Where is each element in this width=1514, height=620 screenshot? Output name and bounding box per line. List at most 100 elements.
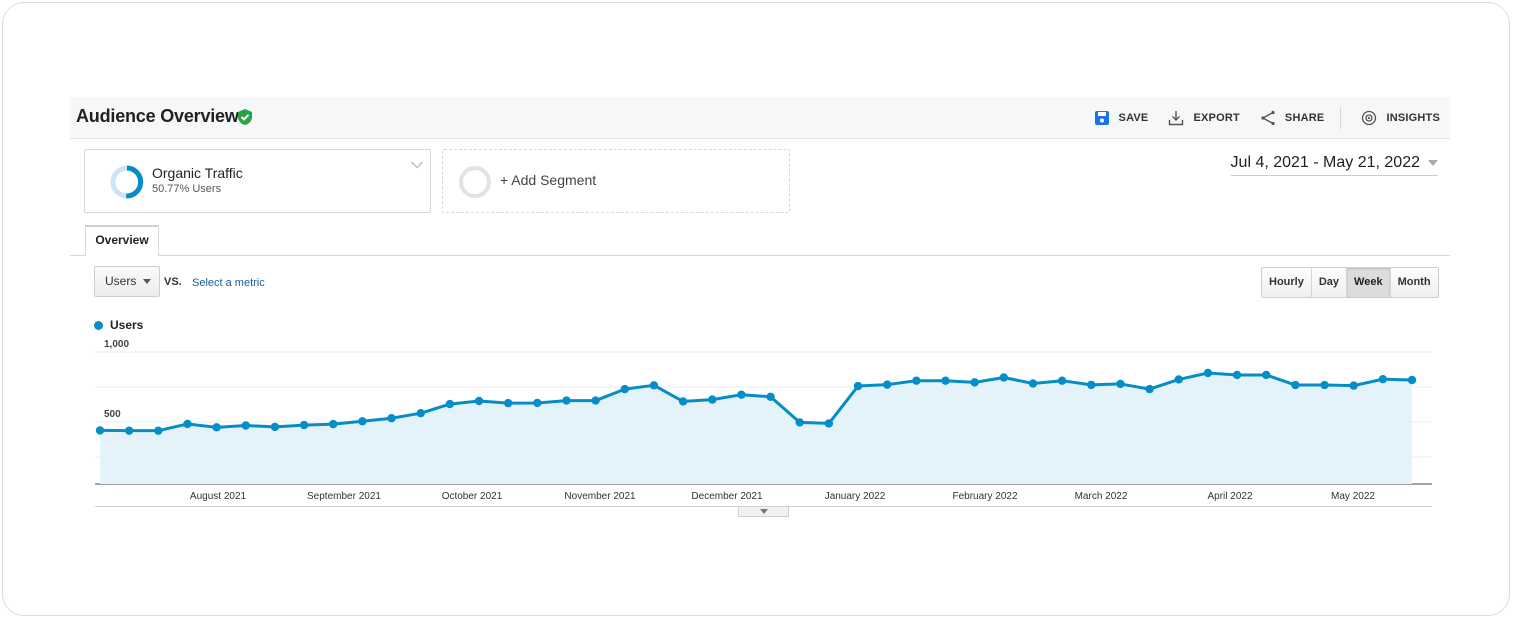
legend-label-users: Users [110, 318, 144, 332]
x-tick-label: March 2022 [1075, 491, 1128, 502]
x-tick-label: January 2022 [825, 491, 886, 502]
users-data-point[interactable] [853, 381, 863, 391]
users-data-point[interactable] [1407, 375, 1417, 385]
users-data-point[interactable] [387, 414, 396, 423]
users-data-point[interactable] [358, 417, 367, 426]
add-segment-card[interactable]: + Add Segment [442, 149, 790, 213]
granularity-day-button[interactable]: Day [1310, 268, 1347, 297]
users-data-point[interactable] [1291, 380, 1300, 390]
users-data-point[interactable] [241, 421, 250, 430]
export-button[interactable]: EXPORT [1168, 110, 1240, 126]
users-data-point[interactable] [1174, 375, 1183, 384]
share-label: SHARE [1284, 111, 1325, 124]
users-data-point[interactable] [766, 392, 775, 401]
users-data-point[interactable] [1116, 379, 1125, 389]
users-data-point[interactable] [416, 408, 425, 418]
granularity-hourly-button[interactable]: Hourly [1262, 268, 1311, 297]
vs-label: VS. [164, 276, 182, 288]
users-data-point[interactable] [212, 423, 221, 432]
users-data-point[interactable] [562, 396, 571, 405]
users-data-point[interactable] [620, 384, 629, 394]
users-data-point[interactable] [678, 397, 688, 406]
granularity-toggle: Hourly Day Week Month [1261, 267, 1439, 298]
users-data-point[interactable] [824, 419, 834, 428]
empty-segment-ring-icon [459, 166, 491, 198]
caret-down-icon [760, 509, 768, 514]
users-data-point[interactable] [503, 398, 513, 408]
users-data-point[interactable] [1320, 380, 1329, 390]
select-metric-link[interactable]: Select a metric [192, 277, 265, 289]
users-data-point[interactable] [1057, 376, 1067, 385]
users-data-point[interactable] [912, 376, 921, 385]
report-header: Audience Overview SAVE EXPORT [70, 97, 1450, 139]
insights-icon [1362, 110, 1377, 125]
y-tick-label: 500 [104, 409, 121, 420]
tab-overview[interactable]: Overview [85, 225, 159, 256]
users-data-point[interactable] [1028, 379, 1038, 388]
users-data-point[interactable] [591, 396, 600, 405]
users-data-point[interactable] [445, 399, 455, 409]
save-button[interactable]: SAVE [1094, 110, 1149, 126]
users-data-point[interactable] [883, 380, 892, 389]
segment-percentage: 50.77% Users [152, 183, 222, 195]
export-icon [1169, 110, 1184, 125]
users-data-point[interactable] [1262, 370, 1271, 380]
granularity-week-button[interactable]: Week [1346, 268, 1390, 297]
export-label: EXPORT [1193, 111, 1240, 124]
x-tick-label: August 2021 [190, 491, 247, 502]
users-data-point[interactable] [270, 422, 280, 432]
users-data-point[interactable] [124, 426, 134, 435]
x-tick-label: May 2022 [1331, 491, 1375, 502]
chevron-down-icon[interactable] [410, 160, 424, 170]
users-data-point[interactable] [183, 419, 192, 429]
segment-card-organic-traffic[interactable]: Organic Traffic 50.77% Users [84, 149, 431, 213]
users-data-point[interactable] [1203, 368, 1213, 378]
granularity-month-button[interactable]: Month [1389, 268, 1438, 297]
save-icon [1094, 110, 1109, 125]
page-title: Audience Overview [76, 106, 239, 126]
insights-label: INSIGHTS [1386, 111, 1440, 124]
x-tick-label: February 2022 [952, 491, 1017, 502]
add-segment-label: + Add Segment [500, 172, 597, 188]
users-data-point[interactable] [533, 398, 542, 408]
users-data-point[interactable] [941, 376, 950, 385]
users-data-point[interactable] [999, 373, 1009, 382]
caret-down-icon [1428, 160, 1438, 166]
date-range-label: Jul 4, 2021 - May 21, 2022 [1230, 154, 1420, 171]
tab-bar-line [70, 255, 1450, 256]
users-data-point[interactable] [795, 418, 804, 427]
legend-dot [94, 320, 103, 330]
verified-shield-icon [238, 109, 252, 125]
users-data-point[interactable] [1232, 370, 1242, 380]
users-data-point[interactable] [1378, 374, 1388, 384]
insights-button[interactable]: INSIGHTS [1361, 110, 1440, 126]
users-series-line [99, 371, 1413, 433]
users-data-point[interactable] [299, 420, 309, 430]
users-data-point[interactable] [970, 378, 979, 387]
users-data-point[interactable] [154, 426, 163, 435]
users-data-point[interactable] [649, 381, 659, 390]
chart-legend: Users [94, 318, 143, 332]
users-data-point[interactable] [1087, 380, 1096, 390]
date-range-picker[interactable]: Jul 4, 2021 - May 21, 2022 [1230, 154, 1438, 176]
x-tick-label: September 2021 [307, 491, 381, 502]
users-data-point[interactable] [329, 419, 338, 429]
segment-name: Organic Traffic [152, 165, 243, 181]
users-data-point[interactable] [708, 395, 717, 404]
y-tick-label: 1,000 [104, 339, 129, 350]
metric-dropdown-value: Users [105, 274, 137, 288]
share-button[interactable]: SHARE [1260, 110, 1325, 126]
users-data-point[interactable] [737, 390, 746, 399]
header-actions: SAVE EXPORT SHARE [1074, 97, 1440, 138]
users-data-point[interactable] [1145, 384, 1154, 394]
users-data-point[interactable] [95, 426, 105, 435]
header-divider [1340, 106, 1342, 129]
share-icon [1261, 110, 1275, 125]
chart-expand-toggle[interactable] [738, 507, 789, 517]
metric-dropdown[interactable]: Users [94, 266, 160, 297]
users-data-point[interactable] [1349, 381, 1358, 390]
save-label: SAVE [1118, 111, 1149, 124]
segment-ring-icon [110, 165, 144, 199]
users-data-point[interactable] [474, 396, 484, 406]
x-tick-label: November 2021 [564, 491, 636, 502]
